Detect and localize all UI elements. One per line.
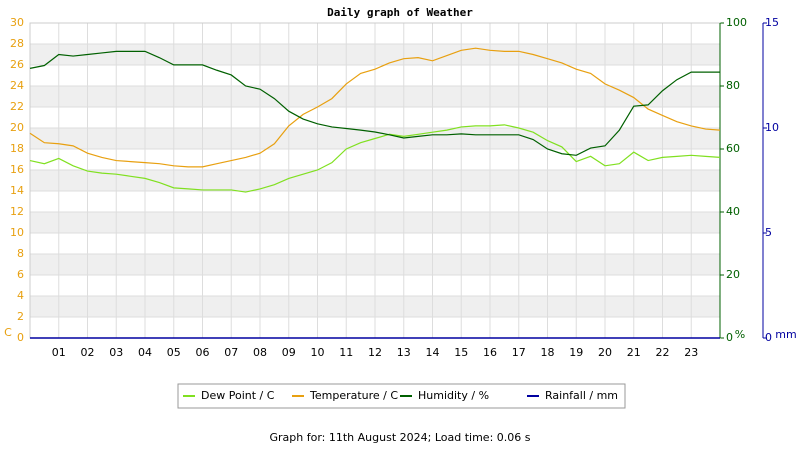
x-tick-label: 19	[569, 346, 583, 359]
x-tick-label: 17	[512, 346, 526, 359]
x-tick-label: 10	[311, 346, 325, 359]
y-tick-label: 12	[10, 205, 24, 218]
x-tick-label: 14	[426, 346, 440, 359]
y-tick-label: 18	[10, 142, 24, 155]
y2-tick-label: 40	[726, 205, 740, 218]
series-line	[29, 47, 721, 168]
series-line	[29, 50, 720, 156]
y2-axis-unit: %	[735, 328, 745, 341]
y3-tick-label: 5	[765, 226, 772, 239]
x-tick-label: 07	[224, 346, 238, 359]
x-tick-label: 16	[483, 346, 497, 359]
x-tick-label: 13	[397, 346, 411, 359]
x-tick-label: 01	[52, 346, 66, 359]
y3-tick-label: 10	[765, 121, 779, 134]
x-tick-label: 04	[138, 346, 152, 359]
x-tick-label: 21	[627, 346, 641, 359]
x-tick-label: 22	[656, 346, 670, 359]
y-axis-unit: C	[4, 326, 12, 339]
x-tick-label: 23	[684, 346, 698, 359]
legend-label: Rainfall / mm	[545, 389, 618, 402]
y-tick-label: 14	[10, 184, 24, 197]
legend-label: Dew Point / C	[201, 389, 275, 402]
x-tick-label: 03	[109, 346, 123, 359]
x-tick-label: 06	[196, 346, 210, 359]
y-tick-label: 16	[10, 163, 24, 176]
y-tick-label: 0	[17, 331, 24, 344]
x-tick-label: 20	[598, 346, 612, 359]
y3-tick-label: 0	[765, 331, 772, 344]
series-line	[29, 124, 721, 193]
y-tick-label: 10	[10, 226, 24, 239]
x-tick-label: 11	[339, 346, 353, 359]
chart-title: Daily graph of Weather	[327, 6, 473, 19]
y-tick-label: 20	[10, 121, 24, 134]
x-tick-label: 15	[454, 346, 468, 359]
y3-axis-unit: mm	[775, 328, 796, 341]
y2-tick-label: 80	[726, 79, 740, 92]
y-tick-label: 24	[10, 79, 24, 92]
legend-label: Humidity / %	[418, 389, 489, 402]
x-tick-label: 02	[81, 346, 95, 359]
x-tick-label: 18	[541, 346, 555, 359]
y-tick-label: 28	[10, 37, 24, 50]
y-tick-label: 26	[10, 58, 24, 71]
y-tick-label: 6	[17, 268, 24, 281]
y-tick-label: 22	[10, 100, 24, 113]
legend-label: Temperature / C	[309, 389, 398, 402]
footer: Graph for: 11th August 2024; Load time: …	[270, 431, 531, 444]
x-tick-label: 09	[282, 346, 296, 359]
y-tick-label: 2	[17, 310, 24, 323]
y-tick-label: 8	[17, 247, 24, 260]
y2-tick-label: 100	[726, 16, 747, 29]
y2-tick-label: 20	[726, 268, 740, 281]
y2-tick-label: 0	[726, 331, 733, 344]
y-tick-label: 30	[10, 16, 24, 29]
y3-tick-label: 15	[765, 16, 779, 29]
y-tick-label: 4	[17, 289, 24, 302]
y2-tick-label: 60	[726, 142, 740, 155]
x-tick-label: 05	[167, 346, 181, 359]
x-tick-label: 08	[253, 346, 267, 359]
x-tick-label: 12	[368, 346, 382, 359]
